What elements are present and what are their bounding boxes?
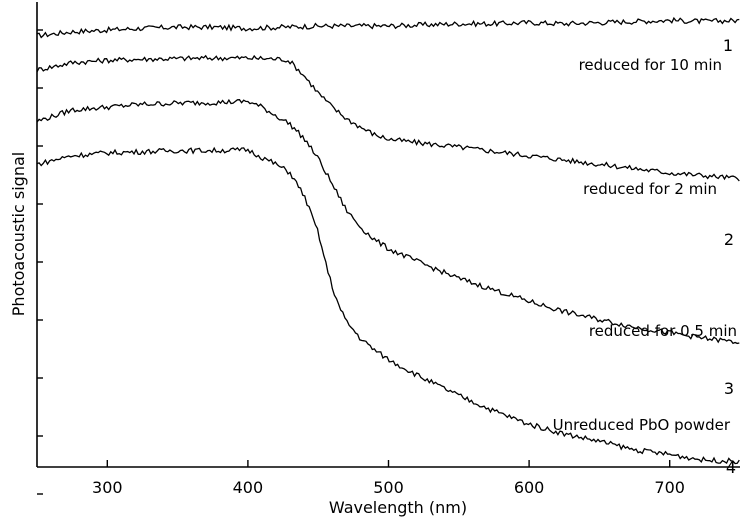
x-tick-label: 300 [92, 478, 123, 497]
x-tick-label: 700 [654, 478, 685, 497]
series-label-3: reduced for 0.5 min [589, 322, 737, 340]
series-label-1: reduced for 10 min [579, 56, 722, 74]
series-label-2: reduced for 2 min [583, 180, 717, 198]
series-number-3: 3 [724, 379, 734, 398]
y-ticks [37, 29, 43, 495]
series-number-1: 1 [723, 36, 733, 55]
x-ticks: 300 400 500 600 700 [92, 460, 685, 497]
x-tick-label: 600 [514, 478, 545, 497]
series-layer [36, 16, 740, 465]
series-label-4: Unreduced PbO powder [553, 416, 731, 434]
y-axis-title: Photoacoustic signal [9, 152, 28, 316]
x-tick-label: 400 [233, 478, 264, 497]
series-line-1 [36, 16, 740, 39]
series-line-3 [36, 98, 740, 345]
series-number-2: 2 [724, 230, 734, 249]
series-line-2 [36, 54, 740, 182]
x-axis-title: Wavelength (nm) [329, 498, 467, 517]
series-number-4: 4 [726, 458, 736, 477]
series-line-4 [36, 146, 740, 465]
x-tick-label: 500 [373, 478, 404, 497]
